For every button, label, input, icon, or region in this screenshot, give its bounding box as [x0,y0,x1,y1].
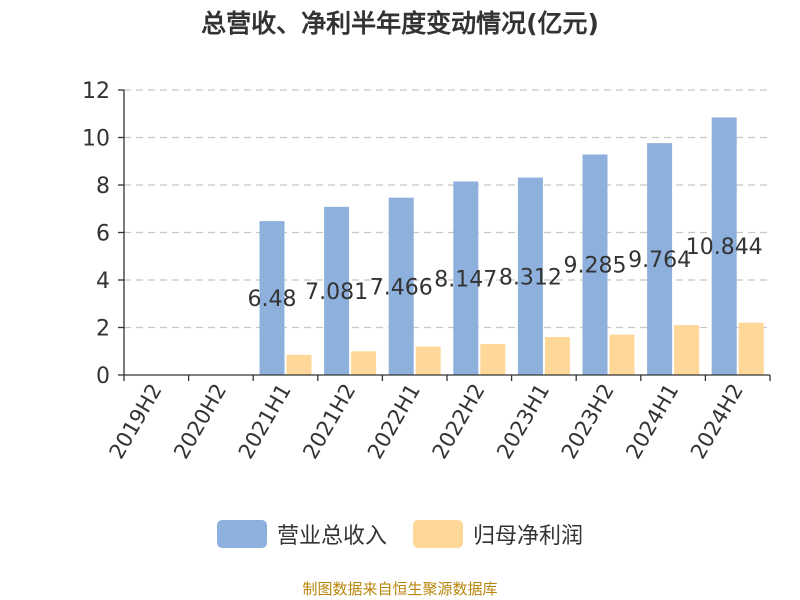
y-tick-label-2: 2 [96,317,110,342]
data-label-2024H1: 9.764 [628,248,691,273]
bar-net-profit-2024H2[interactable] [738,322,764,375]
bar-revenue-2022H2[interactable] [453,181,479,375]
data-label-2023H2: 9.285 [564,254,627,279]
bar-revenue-2022H1[interactable] [388,197,414,375]
data-label-2021H1: 6.48 [248,287,297,312]
data-label-2024H2: 10.844 [686,235,763,260]
x-tick-label-2022H1: 2022H1 [363,380,425,464]
bar-net-profit-2022H1[interactable] [415,346,441,376]
bar-net-profit-2023H1[interactable] [544,337,570,375]
bar-revenue-2023H2[interactable] [582,154,608,375]
x-tick-label-2020H2: 2020H2 [169,380,231,464]
x-tick-label-2022H2: 2022H2 [428,380,490,464]
bar-net-profit-2021H1[interactable] [286,354,312,375]
data-label-2022H1: 7.466 [370,275,433,300]
bar-net-profit-2023H2[interactable] [609,334,635,375]
x-tick-label-2023H2: 2023H2 [557,380,619,464]
bar-net-profit-2024H1[interactable] [674,325,700,375]
x-tick-label-2021H2: 2021H2 [298,380,360,464]
bar-revenue-2024H2[interactable] [711,117,737,375]
data-label-2023H1: 8.312 [499,265,562,290]
x-tick-label-2019H2: 2019H2 [105,380,167,464]
legend-swatch-net-profit [413,520,463,548]
bar-net-profit-2021H2[interactable] [351,351,377,375]
legend-swatch-revenue [216,520,267,548]
y-tick-label-8: 8 [96,174,110,199]
bar-revenue-2021H2[interactable] [324,206,350,375]
bar-revenue-2023H1[interactable] [517,177,543,375]
x-tick-label-2023H1: 2023H1 [492,380,554,464]
y-tick-label-10: 10 [82,127,110,152]
legend-label-net-profit: 归母净利润 [473,524,584,549]
bars [259,117,764,376]
y-tick-label-4: 4 [96,269,110,294]
data-label-2021H2: 7.081 [305,280,368,305]
bar-revenue-2024H1[interactable] [647,143,673,375]
x-tick-label-2024H1: 2024H1 [621,380,683,464]
bar-net-profit-2022H2[interactable] [480,344,506,375]
data-label-2022H2: 8.147 [434,267,497,292]
y-tick-label-12: 12 [82,79,110,104]
x-tick-label-2024H2: 2024H2 [686,380,748,464]
legend-item-net-profit[interactable]: 归母净利润 [413,518,583,550]
legend: 营业总收入 归母净利润 [0,518,800,550]
x-tick-label-2021H1: 2021H1 [234,380,296,464]
source-note: 制图数据来自恒生聚源数据库 [302,580,498,598]
y-tick-label-6: 6 [96,222,110,247]
y-tick-label-0: 0 [96,364,110,389]
legend-item-revenue[interactable]: 营业总收入 [216,518,387,550]
legend-label-revenue: 营业总收入 [276,524,387,549]
bar-revenue-2021H1[interactable] [259,221,285,375]
chart-title: 总营收、净利半年度变动情况(亿元) [201,9,599,38]
